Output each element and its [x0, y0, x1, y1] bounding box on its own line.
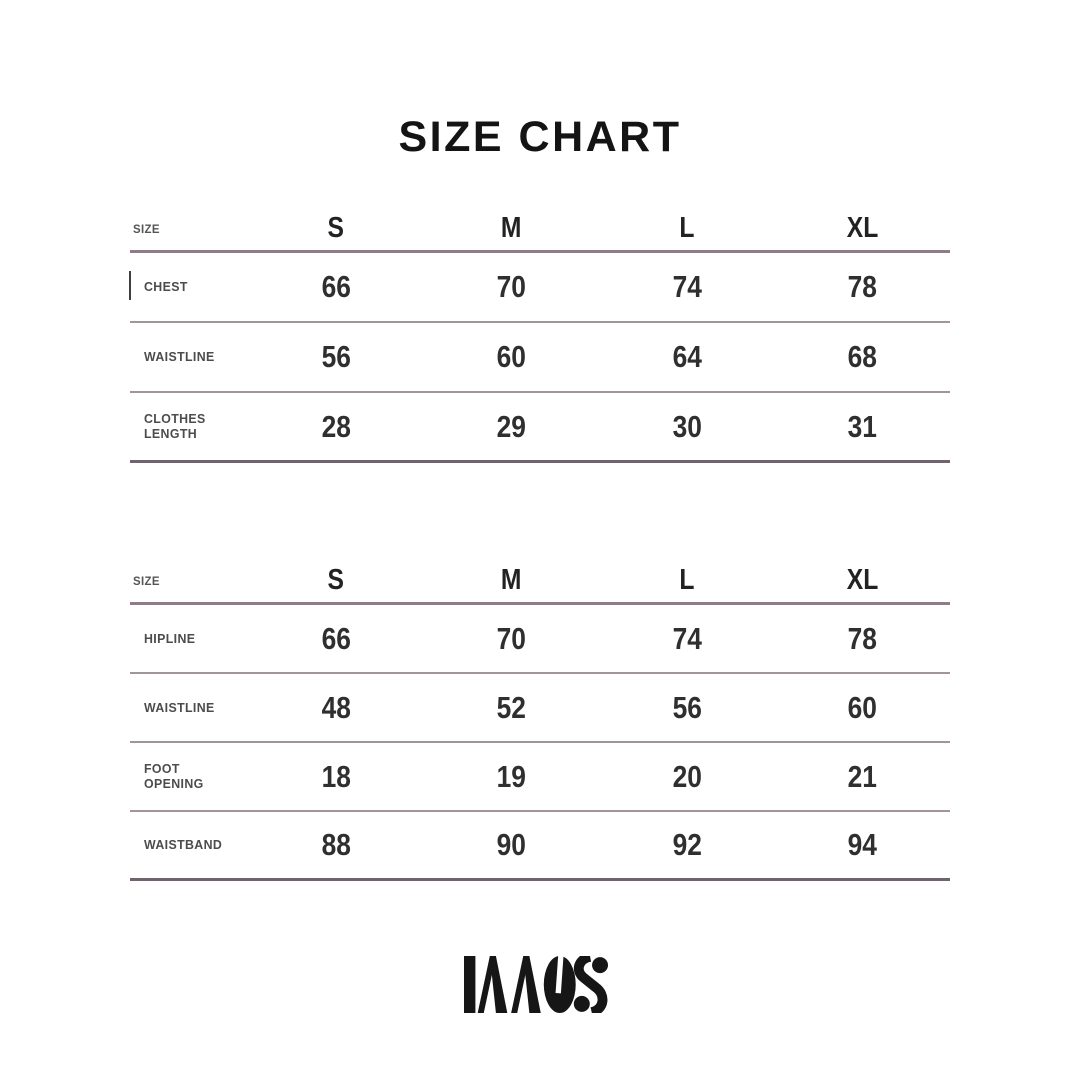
row-label: HIPLINE: [144, 630, 196, 646]
row-label: WAISTLINE: [144, 699, 215, 715]
value-cell: 18: [321, 758, 351, 794]
size-col-m: M: [500, 212, 522, 244]
size-header-cell: SIZE: [130, 220, 248, 238]
value-cell: 78: [847, 620, 877, 656]
value-cell: 66: [321, 620, 351, 656]
brand-logo-container: KAOS: [0, 956, 1080, 1013]
table-row-waistband: WAISTBAND 88 90 92 94: [130, 812, 950, 881]
value-cell: 56: [672, 689, 702, 725]
value-cell: 19: [496, 758, 526, 794]
value-cell: 70: [496, 620, 526, 656]
value-cell: 28: [321, 408, 351, 444]
table-row-foot-opening: FOOT OPENING 18 19 20 21: [130, 743, 950, 812]
value-cell: 92: [672, 827, 702, 862]
value-cell: 56: [321, 339, 351, 374]
size-col-l: L: [679, 564, 695, 596]
value-cell: 78: [847, 269, 877, 304]
size-col-s: S: [327, 212, 344, 244]
stray-tick-mark: [129, 271, 131, 300]
row-label: CHEST: [144, 279, 188, 294]
value-cell: 94: [847, 827, 877, 862]
row-label-cell: FOOT OPENING: [130, 761, 248, 793]
size-col-xl: XL: [846, 564, 879, 596]
row-label-cell: CLOTHES LENGTH: [130, 411, 248, 443]
size-table-header-row: SIZE S M L XL: [130, 207, 950, 253]
page-title: SIZE CHART: [398, 112, 682, 161]
value-cell: 52: [496, 689, 526, 725]
table-row-waistline: WAISTLINE 56 60 64 68: [130, 323, 950, 393]
row-label-cell: WAISTLINE: [130, 348, 248, 366]
value-cell: 48: [321, 689, 351, 725]
value-cell: 90: [496, 827, 526, 862]
value-cell: 74: [672, 269, 702, 304]
row-label-cell: CHEST: [130, 278, 248, 296]
kaos-logo: [464, 956, 609, 1013]
table-row-waistline: WAISTLINE 48 52 56 60: [130, 674, 950, 743]
value-cell: 66: [321, 269, 351, 304]
size-table-bottoms: SIZE S M L XL HIPLINE 66 70 74 78 WAISTL…: [130, 559, 950, 881]
row-label: WAISTLINE: [144, 349, 215, 364]
size-table-header-row: SIZE S M L XL: [130, 559, 950, 605]
size-table-tops: SIZE S M L XL CHEST 66 70 74 78 WAISTLIN…: [130, 207, 950, 463]
value-cell: 88: [321, 827, 351, 862]
table-row-chest: CHEST 66 70 74 78: [130, 253, 950, 323]
value-cell: 29: [496, 408, 526, 444]
value-cell: 60: [496, 339, 526, 374]
size-col-l: L: [679, 212, 695, 244]
size-header-label: SIZE: [133, 221, 160, 236]
value-cell: 68: [847, 339, 877, 374]
size-header-label: SIZE: [133, 573, 160, 588]
size-header-cell: SIZE: [130, 572, 248, 590]
value-cell: 21: [847, 758, 877, 794]
table-row-clothes-length: CLOTHES LENGTH 28 29 30 31: [130, 393, 950, 463]
size-col-m: M: [500, 564, 522, 596]
row-label: WAISTBAND: [144, 837, 223, 852]
value-cell: 70: [496, 269, 526, 304]
row-label-cell: WAISTLINE: [130, 699, 248, 717]
value-cell: 30: [672, 408, 702, 444]
value-cell: 64: [672, 339, 702, 374]
value-cell: 60: [847, 689, 877, 725]
size-col-s: S: [327, 564, 344, 596]
value-cell: 31: [847, 408, 877, 444]
size-col-xl: XL: [846, 212, 879, 244]
value-cell: 20: [672, 758, 702, 794]
row-label: FOOT OPENING: [144, 760, 204, 791]
table-row-hipline: HIPLINE 66 70 74 78: [130, 605, 950, 674]
row-label: CLOTHES LENGTH: [144, 410, 206, 441]
row-label-cell: WAISTBAND: [130, 836, 248, 854]
row-label-cell: HIPLINE: [130, 630, 248, 648]
value-cell: 74: [672, 620, 702, 656]
